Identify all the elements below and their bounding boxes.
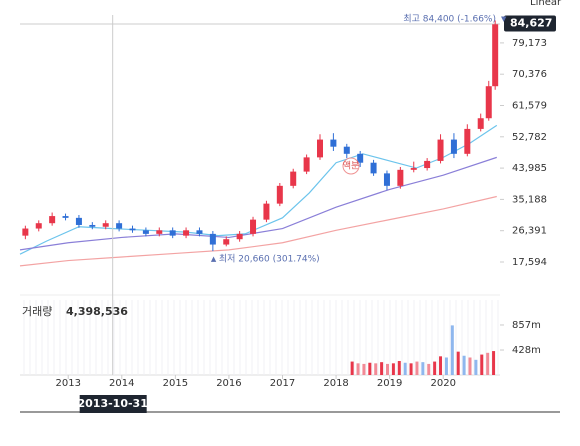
volume-bar	[409, 363, 413, 375]
volume-bar	[368, 362, 372, 375]
volume-tick-label: 857m	[512, 320, 541, 331]
volume-bar	[480, 354, 484, 375]
candle-body	[450, 139, 457, 154]
volume-bar	[486, 352, 490, 375]
candle-body	[102, 223, 109, 227]
candle-body	[209, 233, 216, 245]
volume-tick-label: 428m	[512, 345, 541, 356]
candle-body	[370, 162, 377, 174]
candle-body	[317, 139, 323, 158]
x-tick-label: 2016	[216, 378, 241, 389]
candle-body	[129, 228, 136, 231]
volume-bar	[427, 363, 431, 375]
candle-body	[223, 239, 230, 245]
event-marker	[342, 157, 360, 175]
volume-bar	[492, 351, 496, 375]
candle-body	[290, 171, 297, 186]
candle-body	[236, 233, 243, 240]
candle-body	[263, 203, 270, 220]
event-note: 액분	[343, 160, 360, 172]
candle-body	[183, 230, 190, 236]
crosshair-label: 2013-10-31	[77, 397, 147, 410]
low-arrow: ▲	[211, 255, 217, 263]
candle-body	[49, 216, 56, 224]
volume-bar	[415, 361, 419, 375]
candle-body	[477, 118, 484, 129]
candle-body	[116, 223, 123, 229]
candle-body	[142, 230, 149, 234]
current-price-box	[504, 15, 556, 32]
volume-bar	[397, 360, 401, 375]
volume-bar	[403, 362, 407, 375]
volume-bar	[374, 363, 378, 375]
volume-bar	[350, 361, 354, 375]
volume-bar	[380, 362, 384, 375]
candle-body	[410, 168, 417, 170]
y-tick-label: 17,594	[512, 257, 547, 268]
y-tick-label: 26,391	[512, 226, 547, 237]
moving-average	[19, 195, 497, 267]
candle-body	[343, 146, 350, 154]
low-note: 최저 20,660 (301.74%)	[219, 254, 320, 265]
candle-body	[22, 228, 29, 236]
volume-label: 거래량	[22, 305, 52, 318]
x-tick-label: 2014	[109, 378, 134, 389]
candle-body	[485, 86, 492, 119]
candle-body	[75, 217, 82, 225]
candle-body	[383, 173, 390, 186]
volume-bar	[421, 362, 425, 375]
candle-body	[492, 24, 499, 87]
volume-bar	[468, 357, 472, 375]
volume-bar	[439, 356, 443, 375]
x-tick-label: 2019	[377, 378, 402, 389]
candle-body	[303, 157, 310, 172]
candle-body	[156, 230, 163, 234]
volume-bar	[456, 351, 460, 375]
x-tick-label: 2013	[55, 378, 80, 389]
y-tick-label: 61,579	[512, 100, 547, 111]
current-price-label: 84,627	[510, 16, 552, 29]
crosshair-box	[79, 395, 147, 413]
volume-bar	[444, 357, 448, 375]
x-tick-label: 2015	[163, 378, 188, 389]
volume-bar	[391, 363, 395, 375]
x-tick-label: 2018	[323, 378, 348, 389]
y-tick-label: 70,376	[512, 69, 547, 80]
volume-bar	[462, 355, 466, 375]
x-tick-label: 2017	[270, 378, 295, 389]
candle-body	[196, 230, 203, 234]
y-tick-label: 35,188	[512, 194, 547, 205]
scale-label[interactable]: Linear	[530, 0, 562, 8]
x-tick-label: 2020	[430, 378, 455, 389]
candle-body	[330, 139, 337, 147]
candle-body	[424, 160, 431, 169]
volume-bar	[362, 363, 366, 375]
volume-bar	[474, 359, 478, 375]
candle-body	[276, 185, 283, 204]
candle-body	[35, 223, 42, 229]
candle-body	[464, 128, 471, 154]
candle-body	[62, 216, 69, 218]
volume-bar	[450, 325, 454, 375]
y-tick-label: 43,985	[512, 163, 547, 174]
volume-bar	[433, 361, 437, 375]
candle-body	[89, 224, 96, 227]
volume-bar	[356, 363, 360, 375]
volume-bar	[386, 363, 389, 375]
candle-body	[169, 230, 176, 236]
high-arrow: ▼	[501, 15, 507, 23]
volume-value: 4,398,536	[66, 305, 128, 318]
y-tick-label: 79,173	[512, 38, 547, 49]
candle-body	[357, 153, 364, 163]
volume-grid	[23, 300, 499, 375]
candle-body	[437, 139, 444, 161]
y-tick-label: 52,782	[512, 132, 547, 143]
candle-body	[397, 169, 404, 186]
candle-body	[250, 219, 257, 234]
high-note: 최고 84,400 (-1.66%)	[403, 14, 496, 25]
